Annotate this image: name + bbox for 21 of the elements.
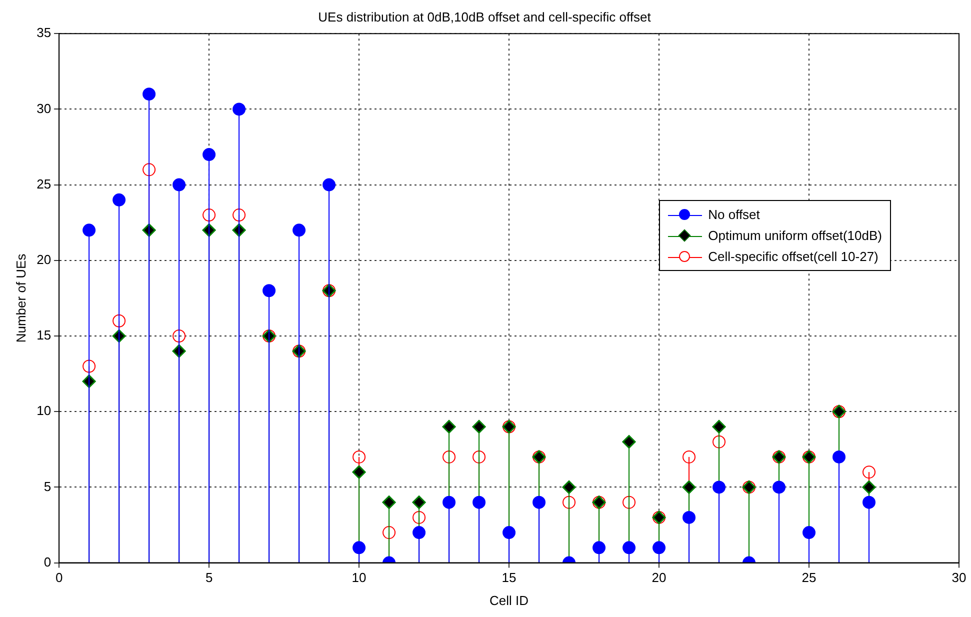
x-tick-label: 10 <box>352 570 366 586</box>
y-tick-label: 5 <box>44 478 52 494</box>
chart-title: UEs distribution at 0dB,10dB offset and cell-specific offset <box>318 9 652 24</box>
y-tick-label: 20 <box>36 252 52 267</box>
x-tick-label: 20 <box>652 570 666 586</box>
legend-label: No offset <box>708 207 760 222</box>
y-tick-label: 10 <box>36 403 52 418</box>
x-tick-label: 0 <box>55 570 63 586</box>
x-tick-label: 15 <box>502 570 516 586</box>
legend-label: Cell-specific offset(cell 10-27) <box>708 249 878 264</box>
x-tick-label: 30 <box>952 570 966 586</box>
y-tick-label: 35 <box>36 25 52 40</box>
y-tick-label: 25 <box>36 176 52 192</box>
y-tick-label: 15 <box>36 328 52 343</box>
y-tick-label: 0 <box>44 554 52 570</box>
y-axis-title: Number of UEs <box>13 253 28 343</box>
x-tick-label: 5 <box>205 570 213 586</box>
x-axis-title: Cell ID <box>490 592 529 608</box>
x-tick-label: 25 <box>802 570 816 586</box>
y-tick-label: 30 <box>36 100 52 116</box>
legend-label: Optimum uniform offset(10dB) <box>708 228 882 243</box>
